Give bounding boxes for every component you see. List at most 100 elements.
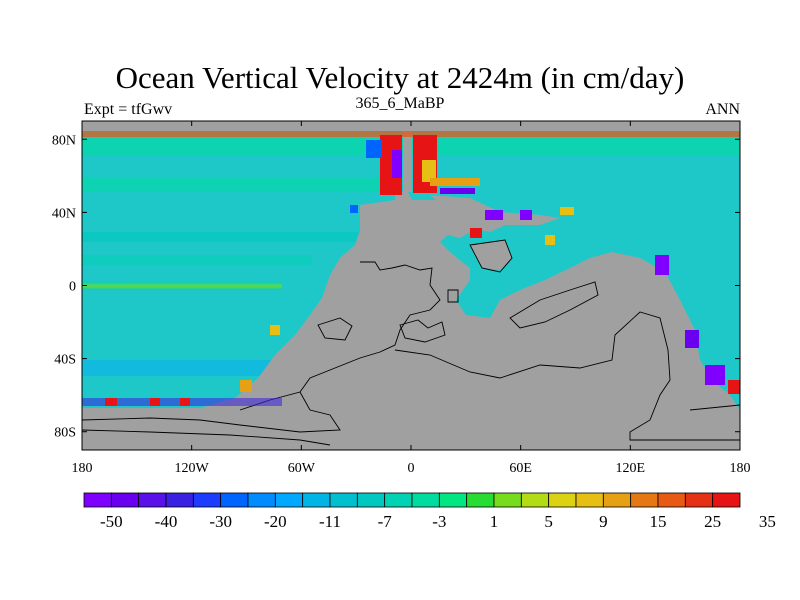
y-axis: 80N 40N 0 40S 80S: [52, 133, 740, 441]
y-tick-label: 40S: [54, 353, 76, 368]
colorbar-swatch: [384, 492, 413, 508]
anomaly-patch: [422, 160, 436, 182]
anomaly-patch: [685, 330, 699, 348]
coastline: [317, 317, 353, 341]
colorbar-label: -50: [100, 512, 123, 531]
land-island: [470, 240, 512, 270]
anomaly-patch: [470, 228, 482, 238]
coastline: [394, 311, 740, 441]
colorbar-swatch: [165, 492, 194, 508]
anomaly-patch: [392, 150, 402, 178]
colorbar-swatch: [411, 492, 440, 508]
anomaly-patch: [440, 188, 475, 194]
colorbar-swatch: [83, 492, 112, 508]
coastline: [509, 281, 599, 329]
y-tick-label: 0: [69, 280, 76, 295]
anomaly-patch: [82, 131, 740, 137]
colorbar-swatch: [466, 492, 495, 508]
anomaly-patch: [545, 235, 555, 245]
coastline: [689, 404, 740, 411]
colorbar-swatch: [274, 492, 304, 508]
colorbar-label: -40: [155, 512, 178, 531]
anomaly-patch: [560, 207, 574, 215]
colorbar-label: -20: [264, 512, 287, 531]
x-tick-label: 180: [730, 461, 751, 476]
colorbar-swatch: [520, 492, 550, 508]
colorbar-swatch: [192, 492, 222, 508]
colorbar-swatch: [493, 492, 522, 508]
colorbar-swatch: [302, 492, 331, 508]
ocean-band: [82, 360, 282, 376]
colorbar-swatch: [548, 492, 577, 508]
colorbar-label: -7: [378, 512, 393, 531]
ocean-band: [82, 232, 362, 242]
colorbar-label: 9: [599, 512, 608, 531]
coastline: [82, 391, 341, 433]
season-label: ANN: [705, 101, 740, 118]
y-tick-label: 40N: [52, 206, 76, 221]
map-title: Ocean Vertical Velocity at 2424m (in cm/…: [115, 60, 685, 95]
anomaly-patch: [728, 380, 740, 394]
anomaly-patch: [520, 210, 532, 220]
colorbar-swatch: [110, 492, 140, 508]
colorbar-label: 25: [704, 512, 721, 531]
colorbar-swatch: [438, 492, 468, 508]
anomaly-patch: [485, 210, 503, 220]
colorbar-label: -11: [319, 512, 341, 531]
map-field: [82, 121, 740, 450]
anomaly-patch: [350, 205, 358, 213]
case-label: 365_6_MaBP: [355, 95, 445, 112]
colorbar-swatch: [712, 492, 741, 508]
colorbar-label: 5: [544, 512, 553, 531]
x-tick-label: 120E: [616, 461, 646, 476]
colorbar: -50-40-30-20-11-7-315915253545: [83, 492, 776, 531]
coastline: [239, 261, 441, 411]
colorbar-swatch: [329, 492, 358, 508]
anomaly-patch: [655, 255, 669, 275]
x-tick-label: 120W: [175, 461, 210, 476]
colorbar-swatch: [684, 492, 714, 508]
anomaly-patch: [240, 380, 252, 392]
anomaly-patch: [366, 140, 382, 158]
coastline: [447, 289, 459, 303]
x-tick-label: 180: [72, 461, 93, 476]
colorbar-label: 35: [759, 512, 776, 531]
anomaly-patch: [150, 398, 160, 406]
anomaly-patch: [180, 398, 190, 406]
colorbar-label: 1: [490, 512, 499, 531]
colorbar-label: -3: [432, 512, 446, 531]
land-north-strip: [403, 121, 412, 192]
land-pangaea-main: [82, 192, 740, 450]
coastline: [82, 429, 331, 446]
x-axis: 180 120W 60W 0 60E 120E 180: [72, 121, 751, 476]
colorbar-swatch: [602, 492, 632, 508]
equator-band: [82, 282, 282, 290]
ocean-band: [82, 178, 382, 192]
colorbar-swatch: [630, 492, 659, 508]
x-tick-label: 60W: [288, 461, 316, 476]
x-tick-label: 60E: [509, 461, 532, 476]
anomaly-patch: [270, 325, 280, 335]
anomaly-patch: [430, 178, 480, 186]
colorbar-label: 15: [650, 512, 667, 531]
colorbar-swatch: [657, 492, 686, 508]
colorbar-swatch: [575, 492, 604, 508]
colorbar-swatch: [356, 492, 386, 508]
anomaly-patch: [105, 398, 117, 406]
coastline: [399, 319, 446, 343]
ocean-band: [82, 255, 312, 265]
anomaly-patches: [82, 131, 740, 406]
colorbar-swatch: [220, 492, 249, 508]
colorbar-swatch: [138, 492, 167, 508]
experiment-label: Expt = tfGwv: [84, 101, 173, 118]
anomaly-patch: [705, 365, 725, 385]
y-tick-label: 80S: [54, 426, 76, 441]
y-tick-label: 80N: [52, 133, 76, 148]
coastline: [469, 239, 513, 273]
colorbar-swatch: [247, 492, 276, 508]
coastlines: [82, 239, 740, 446]
colorbar-label: -30: [209, 512, 232, 531]
x-tick-label: 0: [408, 461, 415, 476]
land-southern-ocean-floor: [82, 398, 420, 450]
